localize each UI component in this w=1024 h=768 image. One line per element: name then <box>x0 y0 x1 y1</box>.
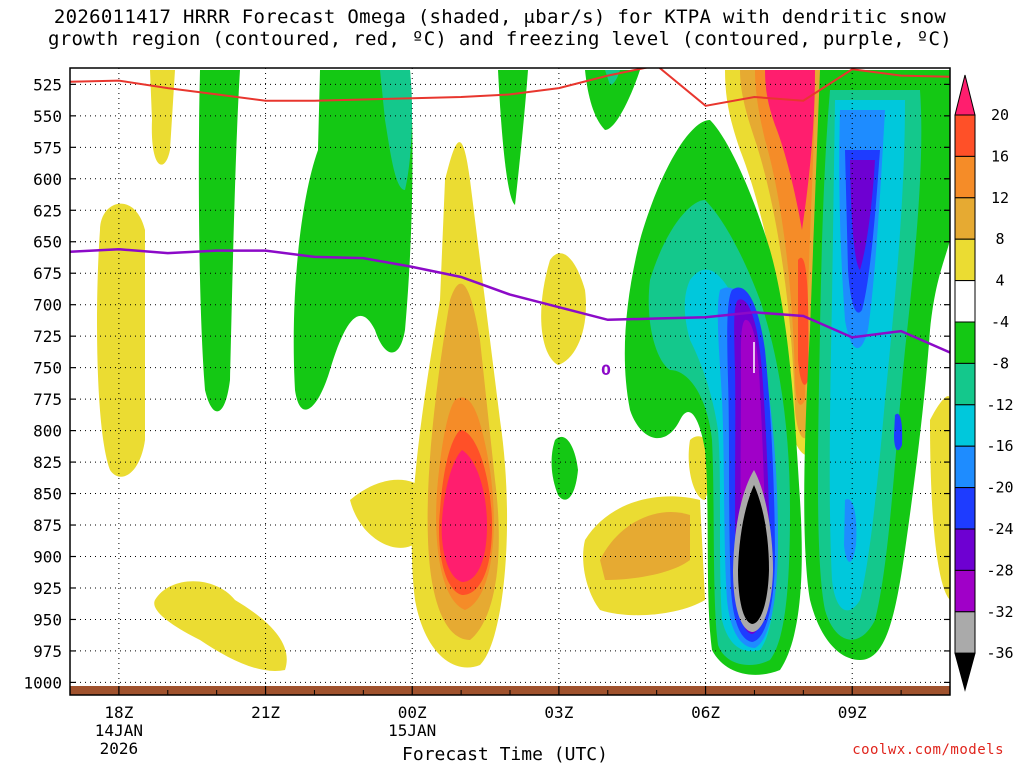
y-tick-label: 675 <box>33 264 62 283</box>
colorbar: 20 16 12 8 4 -4 -8 -12 -16 -20 -24 -28 -32 -36 <box>954 74 1014 692</box>
freezing-level-label: 0 <box>601 363 611 379</box>
colorbar-label: -4 <box>991 313 1009 331</box>
colorbar-label: 20 <box>991 106 1009 124</box>
colorbar-label: -32 <box>986 603 1013 621</box>
omega-shading <box>97 70 950 675</box>
y-tick-label: 525 <box>33 75 62 94</box>
colorbar-swatch <box>954 569 976 613</box>
colorbar-label: -12 <box>986 396 1013 414</box>
colorbar-swatch <box>954 114 976 157</box>
y-tick-label: 825 <box>33 453 62 472</box>
x-tick-date: 15JAN <box>388 721 436 740</box>
colorbar-label: -24 <box>986 520 1013 538</box>
colorbar-label: 16 <box>991 147 1009 165</box>
x-tick-label: 09Z <box>838 703 867 722</box>
y-tick-label: 625 <box>33 201 62 220</box>
y-tick-label: 800 <box>33 422 62 441</box>
y-tick-label: 850 <box>33 485 62 504</box>
colorbar-swatch <box>954 487 976 530</box>
grid-lines <box>70 68 950 695</box>
colorbar-bottom-arrow <box>954 652 976 692</box>
colorbar-swatch <box>954 197 976 240</box>
colorbar-label: -36 <box>986 644 1013 662</box>
colorbar-swatch <box>954 528 976 571</box>
x-tick-label: 18Z <box>104 703 133 722</box>
y-tick-label: 725 <box>33 327 62 346</box>
colorbar-label: -8 <box>991 354 1009 372</box>
y-tick-label: 950 <box>33 610 62 629</box>
chart-title: 2026011417 HRRR Forecast Omega (shaded, … <box>48 6 952 50</box>
y-tick-label: 650 <box>33 233 62 252</box>
x-tick-label: 03Z <box>544 703 573 722</box>
colorbar-swatch <box>954 362 976 406</box>
y-tick-label: 550 <box>33 107 62 126</box>
y-tick-label: 925 <box>33 579 62 598</box>
y-tick-label: 775 <box>33 390 62 409</box>
colorbar-label: -16 <box>986 437 1013 455</box>
colorbar-swatch <box>954 280 976 323</box>
x-tick-year: 2026 <box>100 739 139 758</box>
y-tick-label: 900 <box>33 548 62 567</box>
colorbar-swatch <box>954 155 976 199</box>
colorbar-swatch <box>954 611 976 654</box>
colorbar-label: 12 <box>991 189 1009 207</box>
y-tick-label: 1000 <box>23 673 62 692</box>
colorbar-label: 8 <box>995 230 1004 248</box>
colorbar-swatch <box>954 445 976 489</box>
colorbar-label: 4 <box>995 272 1004 290</box>
colorbar-swatch <box>954 404 976 447</box>
y-tick-label: 600 <box>33 170 62 189</box>
colorbar-swatch <box>954 321 976 364</box>
y-tick-label: 750 <box>33 359 62 378</box>
contour-label-background <box>597 363 615 377</box>
x-axis-label: Forecast Time (UTC) <box>402 744 608 765</box>
colorbar-label: -20 <box>986 479 1013 497</box>
colorbar-swatch <box>954 238 976 282</box>
x-tick-label: 21Z <box>251 703 280 722</box>
credit-link[interactable]: coolwx.com/models <box>852 742 1004 758</box>
y-tick-label: 700 <box>33 296 62 315</box>
x-tick-label: 00Z <box>398 703 427 722</box>
x-tick-label: 06Z <box>691 703 720 722</box>
freezing-level-contour <box>70 248 950 354</box>
x-tick-date: 14JAN <box>95 721 143 740</box>
y-tick-label: 975 <box>33 642 62 661</box>
dendritic-growth-contour <box>70 68 950 107</box>
y-axis: 525 550 575 600 625 650 675 700 725 750 775 800 825 8… <box>23 75 950 692</box>
colorbar-top-arrow <box>954 74 976 116</box>
y-tick-label: 575 <box>33 138 62 157</box>
colorbar-label: -28 <box>986 561 1013 579</box>
y-tick-label: 875 <box>33 516 62 535</box>
